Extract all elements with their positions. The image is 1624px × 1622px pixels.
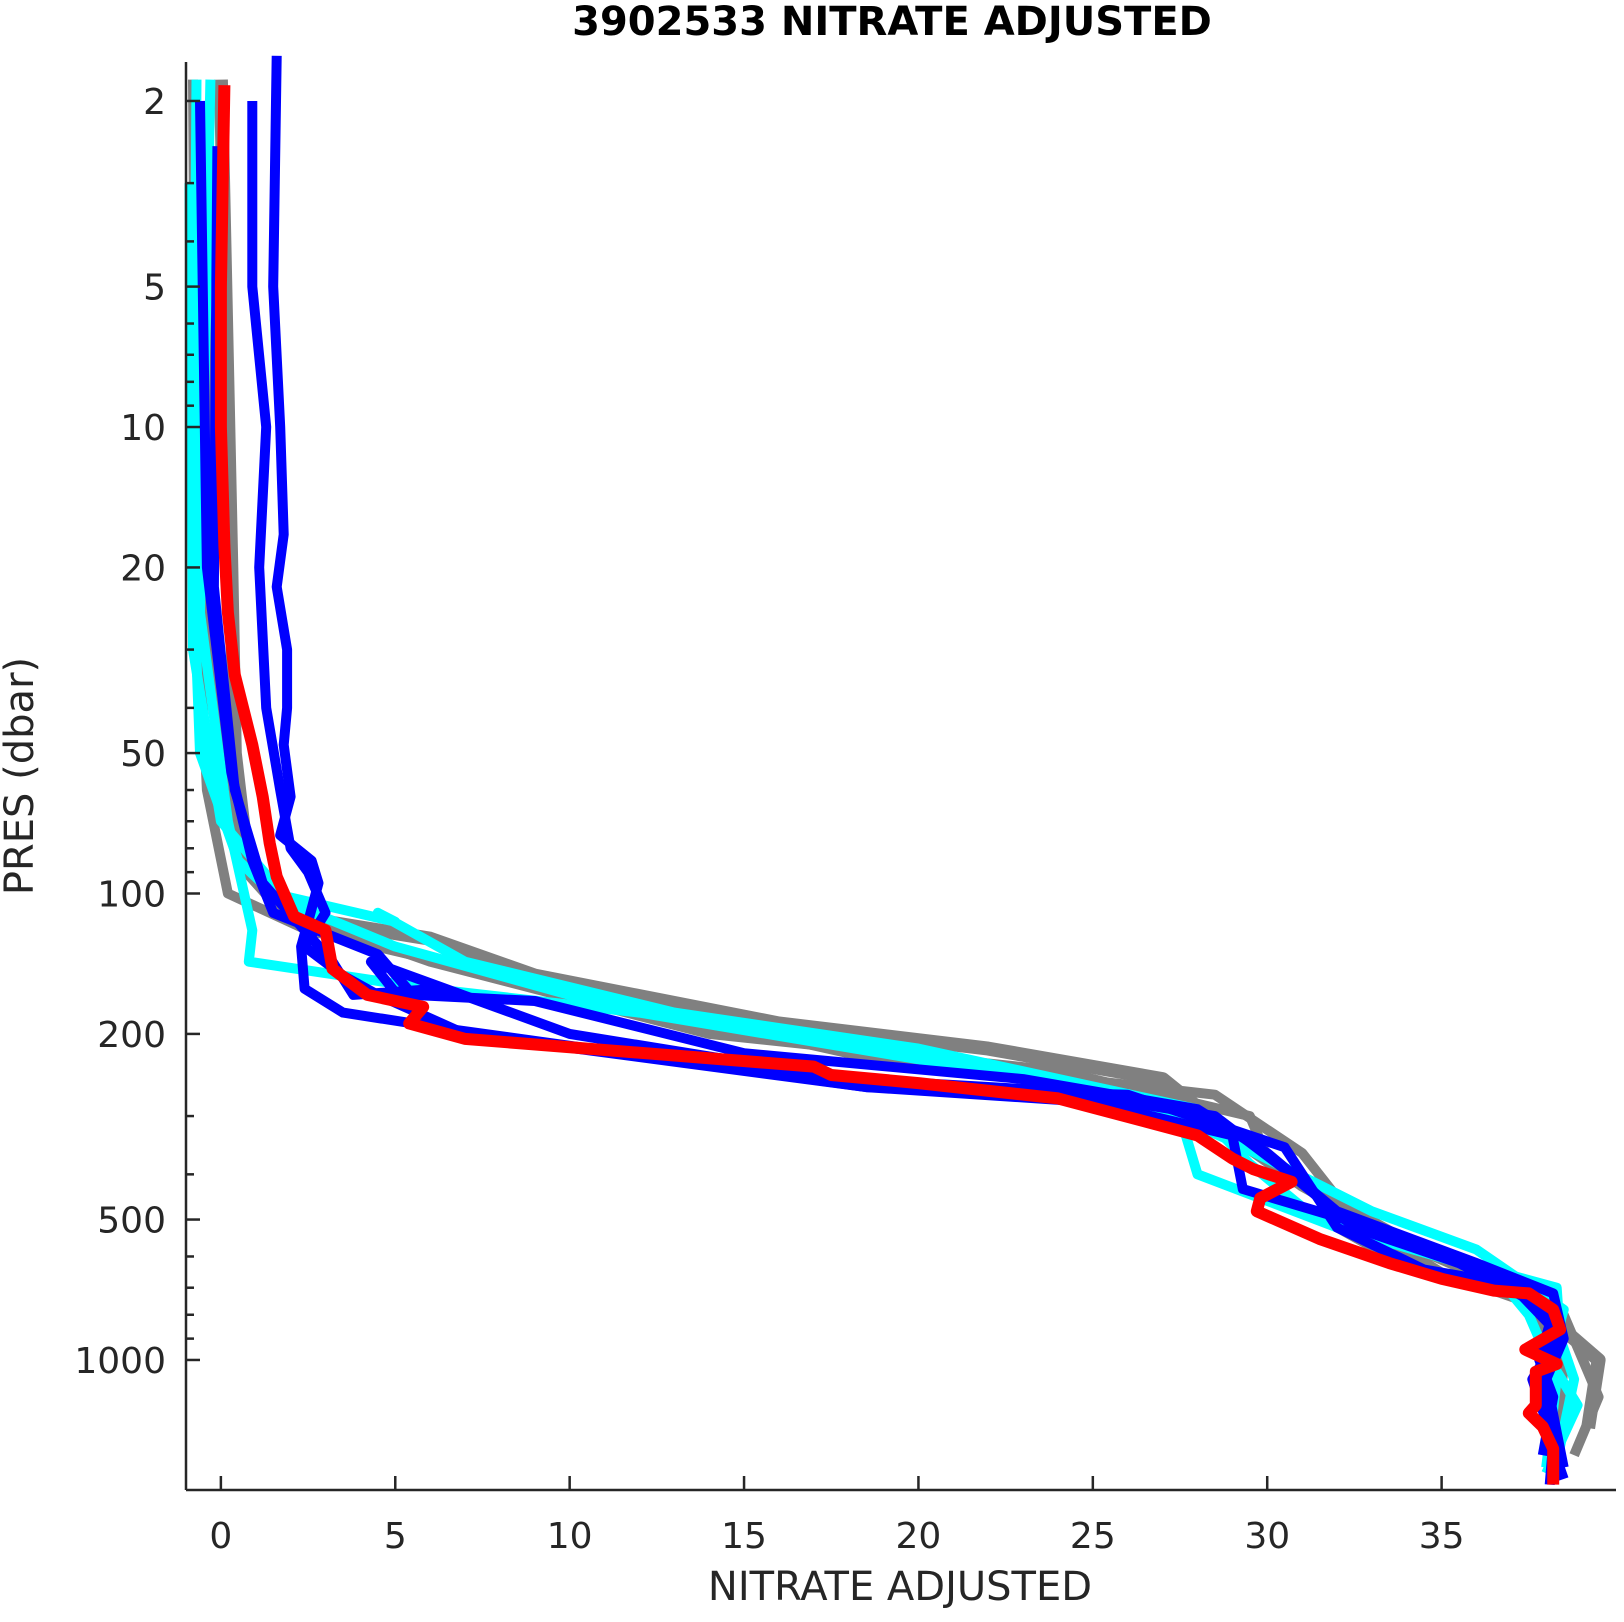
y-tick-label: 2 — [143, 82, 166, 123]
profile-line-7 — [195, 100, 1569, 1469]
x-axis-ticks: 0 5 10 15 20 25 30 35 — [209, 1476, 1465, 1557]
chart-title: 3902533 NITRATE ADJUSTED — [572, 0, 1212, 45]
profile-lines — [184, 55, 1606, 1486]
profile-line-10 — [268, 55, 1562, 1486]
y-tick-label: 200 — [97, 1015, 166, 1056]
profile-line-1 — [213, 79, 1606, 1430]
profile-line-3 — [198, 146, 1569, 1468]
y-tick-label: 1000 — [74, 1341, 166, 1382]
x-tick-label: 20 — [896, 1516, 942, 1557]
x-tick-label: 25 — [1070, 1516, 1116, 1557]
profile-line-5 — [195, 79, 1562, 1469]
x-tick-label: 0 — [209, 1516, 232, 1557]
profile-line-4 — [188, 79, 1580, 1481]
y-axis-label: PRES (dbar) — [0, 657, 43, 895]
x-tick-label: 10 — [547, 1516, 593, 1557]
profile-line-9 — [247, 101, 1569, 1481]
y-tick-label: 10 — [120, 408, 166, 449]
y-tick-label: 100 — [97, 874, 166, 915]
y-tick-label: 20 — [120, 548, 166, 589]
profile-line-8 — [208, 146, 1559, 1457]
y-axis-ticks: 2 5 10 20 50 100 200 500 1000 — [74, 82, 200, 1382]
x-tick-label: 30 — [1244, 1516, 1290, 1557]
y-tick-label: 500 — [97, 1201, 166, 1242]
y-tick-label: 50 — [120, 734, 166, 775]
profile-line-11 — [214, 85, 1567, 1485]
x-axis-label: NITRATE ADJUSTED — [708, 1564, 1092, 1610]
x-tick-label: 35 — [1419, 1516, 1465, 1557]
x-tick-label: 15 — [721, 1516, 767, 1557]
profile-line-6 — [184, 183, 1583, 1476]
x-tick-label: 5 — [384, 1516, 407, 1557]
y-tick-label: 5 — [143, 268, 166, 309]
